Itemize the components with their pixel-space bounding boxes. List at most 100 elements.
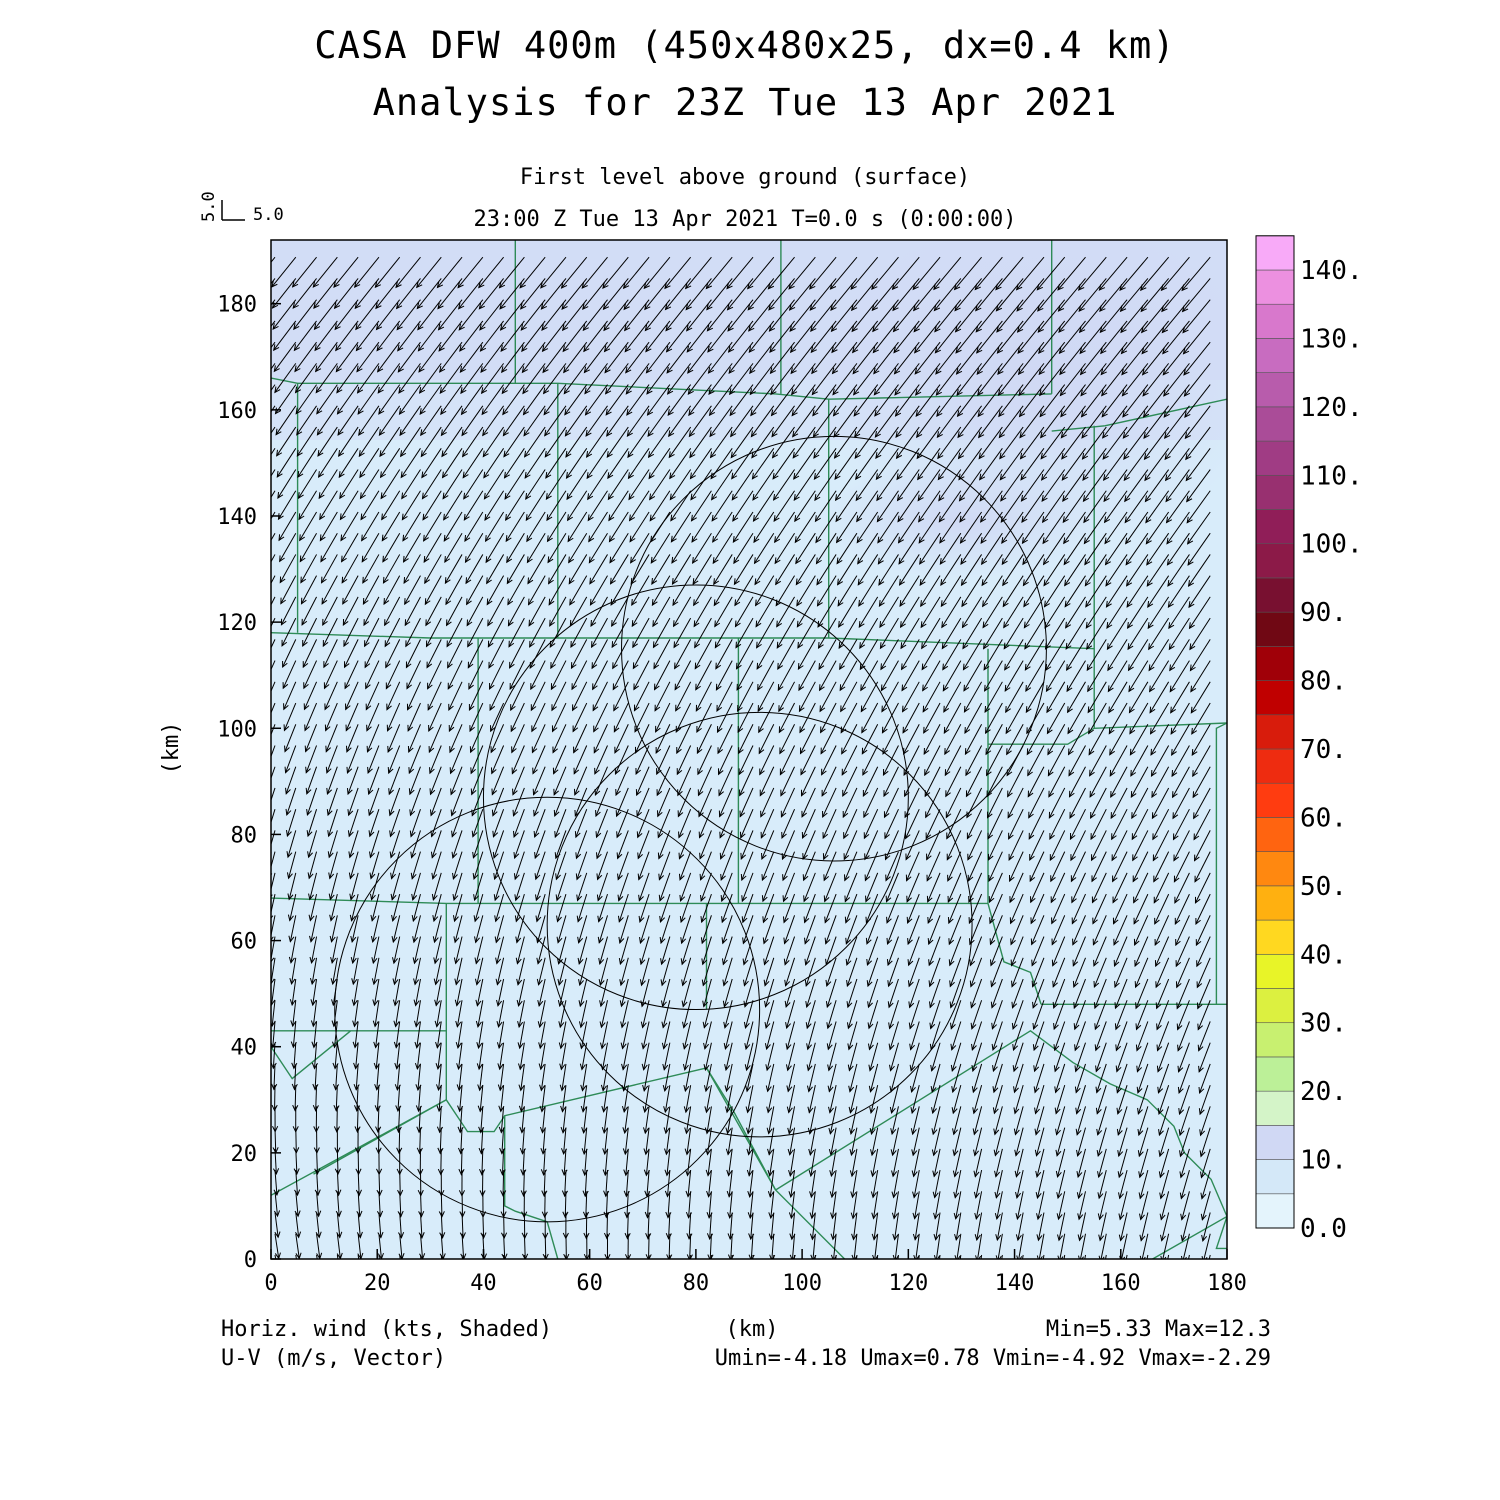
wind-vector xyxy=(478,1127,485,1155)
wind-vector-shaft xyxy=(664,1063,671,1091)
wind-vector-shaft xyxy=(1056,1127,1066,1156)
wind-vector xyxy=(495,936,505,965)
wind-vector xyxy=(786,1085,796,1114)
wind-vector-head xyxy=(788,1169,795,1178)
wind-vector-shaft xyxy=(1032,957,1045,987)
wind-vector-head xyxy=(288,956,295,964)
wind-vector-shaft xyxy=(1016,1169,1024,1198)
wind-vector-head xyxy=(804,958,811,966)
wind-vector xyxy=(641,1021,650,1050)
wind-vector-shaft xyxy=(641,978,650,1007)
wind-vector-head xyxy=(660,979,667,987)
wind-vector-head xyxy=(829,1191,836,1199)
wind-vector xyxy=(933,1191,941,1220)
wind-vector xyxy=(722,957,733,987)
wind-vector xyxy=(618,936,629,966)
wind-vector-shaft xyxy=(770,1191,775,1219)
wind-vector-head xyxy=(1115,1065,1122,1073)
wind-vector-shaft xyxy=(850,1127,858,1156)
wind-vector-shaft xyxy=(353,978,359,1006)
wind-vector-shaft xyxy=(519,1042,525,1070)
wind-vector xyxy=(1178,1085,1190,1116)
wind-vector xyxy=(1016,1233,1024,1259)
wind-vector-shaft xyxy=(910,1021,920,1050)
wind-vector-shaft xyxy=(994,1106,1003,1135)
wind-vector-shaft xyxy=(271,915,276,938)
wind-vector xyxy=(645,1212,652,1240)
wind-vector-head xyxy=(662,1063,669,1071)
wind-vector xyxy=(518,1063,525,1092)
wind-vector xyxy=(827,1042,837,1072)
wind-vector xyxy=(886,936,899,967)
wind-vector xyxy=(477,1063,484,1092)
wind-vector xyxy=(1010,936,1024,967)
wind-vector-head xyxy=(434,999,441,1007)
wind-vector-shaft xyxy=(521,1106,525,1133)
wind-vector-head xyxy=(538,1042,545,1050)
wind-vector xyxy=(437,1127,444,1155)
wind-vector-head xyxy=(970,1022,977,1030)
wind-vector-shaft xyxy=(952,1063,962,1093)
wind-vector xyxy=(846,957,858,988)
wind-vector-head xyxy=(396,1168,403,1176)
wind-vector-shaft xyxy=(911,1063,920,1092)
wind-vector xyxy=(948,936,962,967)
wind-vector-shaft xyxy=(435,978,442,1006)
wind-vector-shaft xyxy=(521,1127,525,1154)
wind-vector-head xyxy=(767,1148,774,1156)
wind-vector-head xyxy=(393,1020,400,1028)
wind-vector xyxy=(519,1106,526,1134)
wind-vector xyxy=(583,1212,590,1240)
wind-vector-shaft xyxy=(812,1233,816,1259)
wind-vector-head xyxy=(1097,1192,1104,1200)
wind-vector-shaft xyxy=(395,1021,401,1048)
wind-vector-head xyxy=(789,1254,796,1259)
wind-vector-shaft xyxy=(334,1042,338,1069)
wind-vector-head xyxy=(312,1083,319,1091)
wind-vector xyxy=(1034,1127,1045,1157)
wind-vector-head xyxy=(1156,1065,1163,1073)
wind-vector-shaft xyxy=(619,936,629,965)
wind-vector xyxy=(971,1042,983,1073)
wind-vector xyxy=(887,957,899,988)
wind-vector-shaft xyxy=(538,957,546,985)
wind-vector-shaft xyxy=(1075,1063,1086,1093)
wind-vector-shaft xyxy=(910,1042,920,1071)
wind-vector xyxy=(705,1127,712,1156)
wind-vector xyxy=(516,957,525,986)
wind-vector-shaft xyxy=(807,1042,816,1071)
wind-vector-shaft xyxy=(582,1085,588,1112)
wind-vector-head xyxy=(646,1276,651,1281)
wind-vector xyxy=(704,1106,712,1135)
wind-vector-shaft xyxy=(975,1191,983,1219)
wind-vector-head xyxy=(580,1084,587,1092)
wind-vector-head xyxy=(891,1170,898,1178)
wind-vector-head xyxy=(644,1190,651,1198)
wind-vector-shaft xyxy=(1156,1000,1170,1030)
wind-vector-head xyxy=(955,1276,960,1282)
wind-vector-head xyxy=(685,1190,692,1198)
wind-vector-head xyxy=(912,1191,919,1199)
wind-vector xyxy=(1155,978,1170,1010)
wind-vector-head xyxy=(911,1149,918,1157)
wind-vector-shaft xyxy=(291,978,297,1006)
wind-vector xyxy=(872,1233,879,1259)
wind-vector-head xyxy=(539,1105,546,1113)
wind-vector-shaft xyxy=(417,1063,421,1090)
wind-vector xyxy=(849,1127,858,1157)
wind-vector-shaft xyxy=(867,957,879,987)
wind-vector-head xyxy=(288,935,295,943)
wind-vector-shaft xyxy=(640,936,650,965)
wind-vector-head xyxy=(1076,1149,1082,1157)
wind-vector-shaft xyxy=(1078,1169,1087,1199)
wind-vector xyxy=(972,1085,983,1115)
wind-vector-head xyxy=(476,1042,483,1050)
wind-vector xyxy=(561,1127,568,1156)
wind-vector-head xyxy=(764,1000,770,1008)
wind-vector-head xyxy=(434,1020,441,1028)
wind-vector-head xyxy=(331,1020,338,1028)
wind-vector xyxy=(747,1170,754,1198)
wind-vector-head xyxy=(910,1107,917,1115)
wind-vector-head xyxy=(994,1170,1001,1178)
wind-vector-shaft xyxy=(558,936,567,964)
